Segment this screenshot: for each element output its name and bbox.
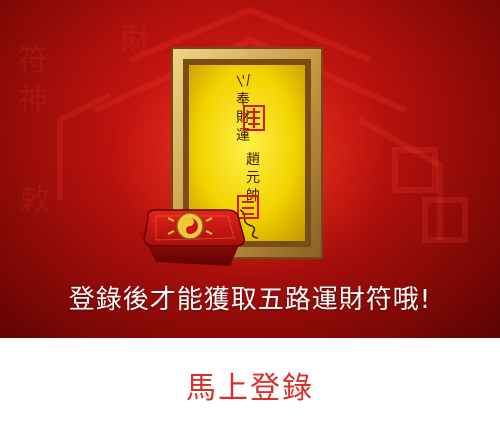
talisman-frame bbox=[171, 47, 323, 259]
seal-stamp-icon bbox=[237, 105, 265, 219]
svg-text:\'/: \'/ bbox=[236, 72, 252, 90]
talisman-glyph: 奉 bbox=[236, 92, 250, 108]
promo-banner: 符 神 財 敕 \'/ 奉 趙 元 帥 運 財 bbox=[0, 0, 500, 338]
banner-artwork: 符 神 財 敕 \'/ 奉 趙 元 帥 運 財 bbox=[18, 6, 468, 280]
svg-text:敕: 敕 bbox=[20, 183, 50, 218]
login-now-button[interactable]: 馬上登錄 bbox=[0, 338, 500, 432]
red-box-icon bbox=[140, 209, 246, 266]
background-script: 符 神 財 敕 bbox=[18, 23, 150, 218]
talisman-glyph: 運 bbox=[236, 128, 250, 144]
login-now-label: 馬上登錄 bbox=[186, 371, 314, 406]
login-prompt-text: 登錄後才能獲取五路運財符哦! bbox=[68, 285, 432, 315]
talisman-glyph: 元 bbox=[246, 170, 260, 186]
svg-text:符: 符 bbox=[18, 43, 48, 78]
talisman-glyph: 趙 bbox=[246, 152, 260, 168]
svg-text:財: 財 bbox=[120, 23, 150, 58]
svg-text:神: 神 bbox=[18, 83, 48, 118]
